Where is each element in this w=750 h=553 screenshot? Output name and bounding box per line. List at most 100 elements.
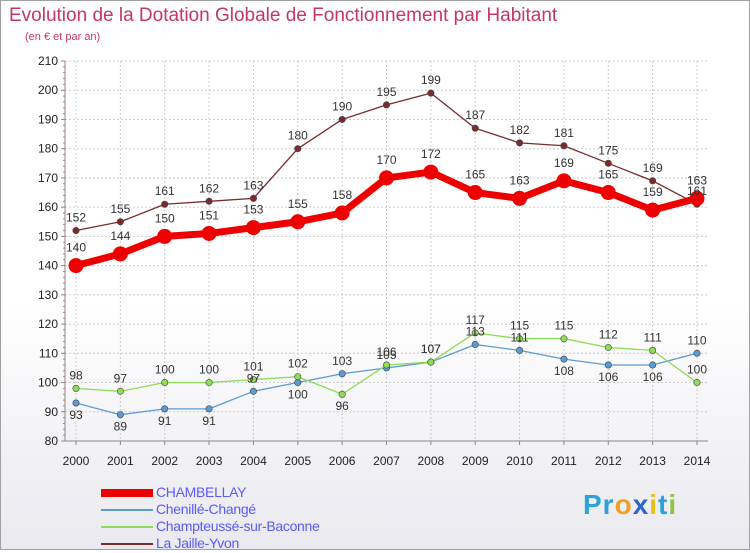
data-point xyxy=(116,411,124,419)
data-point xyxy=(560,142,568,150)
legend-swatch xyxy=(101,526,153,528)
data-label: 155 xyxy=(110,202,130,216)
data-label: 89 xyxy=(114,420,128,434)
data-point xyxy=(116,218,124,226)
data-point xyxy=(649,346,657,354)
data-point xyxy=(471,329,479,337)
data-point xyxy=(604,343,612,351)
data-label: 165 xyxy=(598,168,618,182)
data-point xyxy=(338,390,346,398)
data-point xyxy=(245,220,261,236)
x-tick-label: 2003 xyxy=(196,454,223,468)
data-point xyxy=(116,387,124,395)
data-label: 97 xyxy=(247,371,261,385)
data-label: 152 xyxy=(66,211,86,225)
y-tick-label: 200 xyxy=(38,83,58,97)
grid-lines xyxy=(65,60,708,442)
data-label: 115 xyxy=(554,319,573,333)
data-point xyxy=(338,115,346,123)
data-point xyxy=(379,170,394,186)
data-point xyxy=(290,214,306,230)
y-tick-label: 170 xyxy=(38,171,58,185)
data-label: 103 xyxy=(332,354,352,368)
data-point xyxy=(249,194,257,202)
x-tick-label: 2002 xyxy=(151,454,178,468)
data-label: 100 xyxy=(288,388,308,402)
brand-letter: Pr xyxy=(583,489,615,520)
data-label: 97 xyxy=(114,371,128,385)
data-point xyxy=(157,228,173,244)
data-label: 108 xyxy=(554,364,574,378)
data-label: 182 xyxy=(510,123,530,137)
data-label: 100 xyxy=(155,363,175,377)
data-point xyxy=(471,341,479,349)
data-point xyxy=(693,349,701,357)
data-label: 172 xyxy=(421,147,441,161)
data-label: 169 xyxy=(643,161,663,175)
data-point xyxy=(72,227,80,235)
data-label: 107 xyxy=(421,342,441,356)
data-point xyxy=(693,379,701,387)
y-tick-label: 140 xyxy=(38,259,58,273)
data-label: 112 xyxy=(599,327,618,341)
data-label: 106 xyxy=(376,345,396,359)
data-point xyxy=(249,376,257,384)
data-label: 163 xyxy=(510,173,530,187)
data-point xyxy=(604,361,612,369)
y-tick-label: 210 xyxy=(38,54,58,68)
data-point xyxy=(600,185,616,201)
data-label: 102 xyxy=(288,357,308,371)
brand-letter: i xyxy=(668,489,678,520)
y-tick-label: 190 xyxy=(38,112,58,126)
data-point xyxy=(382,101,390,109)
data-label: 91 xyxy=(202,414,216,428)
data-point xyxy=(205,379,213,387)
x-tick-label: 2000 xyxy=(63,454,90,468)
data-point xyxy=(427,358,435,366)
y-tick-label: 130 xyxy=(38,288,58,302)
x-tick-label: 2005 xyxy=(284,454,311,468)
x-tick-label: 2009 xyxy=(462,454,489,468)
y-tick-label: 80 xyxy=(45,434,59,448)
data-point xyxy=(294,379,302,387)
data-point xyxy=(72,399,80,407)
chart-title: Evolution de la Dotation Globale de Fonc… xyxy=(9,5,558,26)
data-point xyxy=(560,355,568,363)
x-tick-label: 2013 xyxy=(639,454,666,468)
data-label: 117 xyxy=(466,313,485,327)
data-point xyxy=(249,387,257,395)
data-label: 113 xyxy=(466,325,485,339)
data-point xyxy=(205,405,213,413)
y-tick-label: 110 xyxy=(39,346,58,360)
data-label: 181 xyxy=(554,126,574,140)
data-label: 187 xyxy=(465,108,485,122)
data-point xyxy=(427,89,435,97)
data-label: 169 xyxy=(554,156,574,170)
data-label: 101 xyxy=(243,360,263,374)
data-label: 161 xyxy=(155,184,175,198)
data-label: 175 xyxy=(598,143,618,157)
line-chart: 8090100110120130140150160170180190200210… xyxy=(38,54,711,468)
legend-label: Champteussé-sur-Baconne xyxy=(156,518,320,534)
data-label: 159 xyxy=(643,185,663,199)
data-label: 155 xyxy=(288,197,308,211)
data-point xyxy=(72,384,80,392)
data-point xyxy=(68,258,84,274)
x-tick-label: 2007 xyxy=(373,454,400,468)
data-point xyxy=(471,124,479,132)
data-label: 151 xyxy=(199,208,219,222)
y-tick-label: 180 xyxy=(38,142,58,156)
data-label: 106 xyxy=(598,370,618,384)
x-tick-label: 2008 xyxy=(418,454,445,468)
data-label: 111 xyxy=(510,330,529,344)
y-tick-label: 160 xyxy=(38,200,58,214)
data-point xyxy=(205,197,213,205)
data-label: 153 xyxy=(243,203,263,217)
data-point xyxy=(560,335,568,343)
x-tick-label: 2004 xyxy=(240,454,267,468)
data-label: 161 xyxy=(687,184,707,198)
legend-label: Chenillé-Changé xyxy=(156,501,256,517)
data-point xyxy=(516,335,524,343)
legend-swatch xyxy=(101,509,153,511)
brand-logo: Proxiti xyxy=(583,489,677,521)
